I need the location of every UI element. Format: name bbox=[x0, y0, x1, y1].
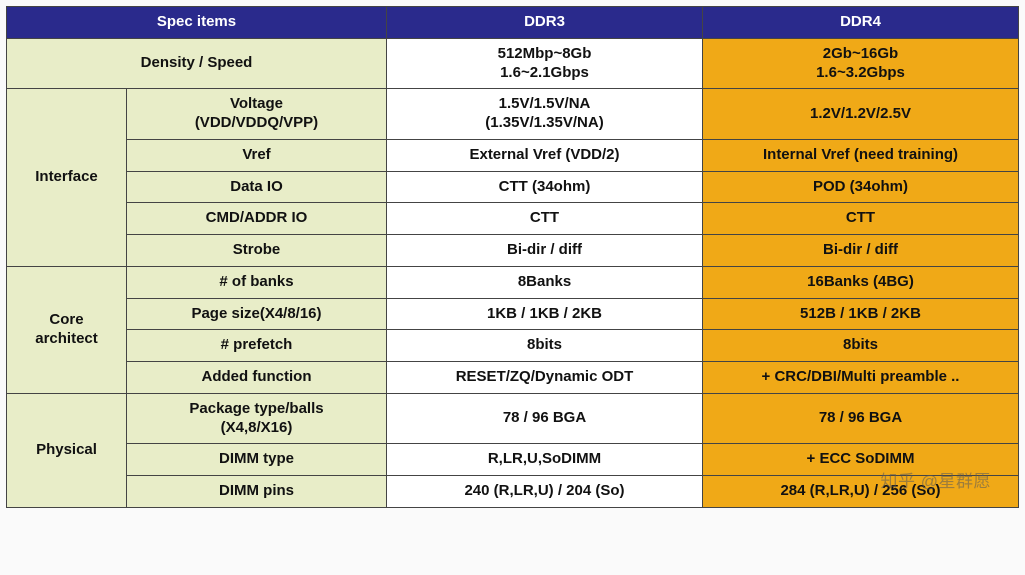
row-label: DIMM pins bbox=[127, 476, 387, 508]
ddr3-cell: Bi-dir / diff bbox=[387, 235, 703, 267]
row-label: Page size(X4/8/16) bbox=[127, 298, 387, 330]
table-row: CMD/ADDR IO CTT CTT bbox=[7, 203, 1019, 235]
row-label: Data IO bbox=[127, 171, 387, 203]
ddr4-cell: 1.2V/1.2V/2.5V bbox=[703, 89, 1019, 140]
row-label: Package type/balls(X4,8/X16) bbox=[127, 393, 387, 444]
header-ddr4: DDR4 bbox=[703, 7, 1019, 39]
row-label: # prefetch bbox=[127, 330, 387, 362]
ddr4-cell: 284 (R,LR,U) / 256 (So) bbox=[703, 476, 1019, 508]
ddr3-cell: CTT (34ohm) bbox=[387, 171, 703, 203]
ddr4-cell: 78 / 96 BGA bbox=[703, 393, 1019, 444]
ddr4-cell: Internal Vref (need training) bbox=[703, 139, 1019, 171]
table-row: Added function RESET/ZQ/Dynamic ODT + CR… bbox=[7, 362, 1019, 394]
ddr4-cell: POD (34ohm) bbox=[703, 171, 1019, 203]
category-cell: Corearchitect bbox=[7, 266, 127, 393]
ddr3-cell: 8Banks bbox=[387, 266, 703, 298]
category-cell: Physical bbox=[7, 393, 127, 507]
header-ddr3: DDR3 bbox=[387, 7, 703, 39]
row-label: CMD/ADDR IO bbox=[127, 203, 387, 235]
ddr4-cell: 2Gb~16Gb1.6~3.2Gbps bbox=[703, 38, 1019, 89]
table-row: Vref External Vref (VDD/2) Internal Vref… bbox=[7, 139, 1019, 171]
table-row: # prefetch 8bits 8bits bbox=[7, 330, 1019, 362]
ddr4-cell: 16Banks (4BG) bbox=[703, 266, 1019, 298]
ddr4-cell: Bi-dir / diff bbox=[703, 235, 1019, 267]
table-row: Corearchitect # of banks 8Banks 16Banks … bbox=[7, 266, 1019, 298]
ddr3-cell: 8bits bbox=[387, 330, 703, 362]
row-label: # of banks bbox=[127, 266, 387, 298]
ddr3-cell: CTT bbox=[387, 203, 703, 235]
row-label: Added function bbox=[127, 362, 387, 394]
table-row: Physical Package type/balls(X4,8/X16) 78… bbox=[7, 393, 1019, 444]
ddr3-cell: External Vref (VDD/2) bbox=[387, 139, 703, 171]
ddr3-cell: 512Mbp~8Gb1.6~2.1Gbps bbox=[387, 38, 703, 89]
ddr3-cell: 78 / 96 BGA bbox=[387, 393, 703, 444]
category-cell: Interface bbox=[7, 89, 127, 267]
header-spec-items: Spec items bbox=[7, 7, 387, 39]
header-row: Spec items DDR3 DDR4 bbox=[7, 7, 1019, 39]
ddr3-cell: R,LR,U,SoDIMM bbox=[387, 444, 703, 476]
ddr4-cell: + CRC/DBI/Multi preamble .. bbox=[703, 362, 1019, 394]
ddr3-cell: RESET/ZQ/Dynamic ODT bbox=[387, 362, 703, 394]
row-label: Density / Speed bbox=[7, 38, 387, 89]
ddr3-cell: 1.5V/1.5V/NA(1.35V/1.35V/NA) bbox=[387, 89, 703, 140]
table-row: Interface Voltage(VDD/VDDQ/VPP) 1.5V/1.5… bbox=[7, 89, 1019, 140]
ddr4-cell: + ECC SoDIMM bbox=[703, 444, 1019, 476]
ddr4-cell: CTT bbox=[703, 203, 1019, 235]
row-label: Voltage(VDD/VDDQ/VPP) bbox=[127, 89, 387, 140]
spec-comparison-table: Spec items DDR3 DDR4 Density / Speed 512… bbox=[6, 6, 1019, 508]
table-row: Data IO CTT (34ohm) POD (34ohm) bbox=[7, 171, 1019, 203]
table-row: Strobe Bi-dir / diff Bi-dir / diff bbox=[7, 235, 1019, 267]
ddr4-cell: 512B / 1KB / 2KB bbox=[703, 298, 1019, 330]
ddr3-cell: 1KB / 1KB / 2KB bbox=[387, 298, 703, 330]
table-container: Spec items DDR3 DDR4 Density / Speed 512… bbox=[6, 6, 1019, 508]
row-label: Strobe bbox=[127, 235, 387, 267]
table-row: DIMM type R,LR,U,SoDIMM + ECC SoDIMM bbox=[7, 444, 1019, 476]
table-body: Density / Speed 512Mbp~8Gb1.6~2.1Gbps 2G… bbox=[7, 38, 1019, 507]
table-row: Density / Speed 512Mbp~8Gb1.6~2.1Gbps 2G… bbox=[7, 38, 1019, 89]
table-row: Page size(X4/8/16) 1KB / 1KB / 2KB 512B … bbox=[7, 298, 1019, 330]
ddr4-cell: 8bits bbox=[703, 330, 1019, 362]
ddr3-cell: 240 (R,LR,U) / 204 (So) bbox=[387, 476, 703, 508]
table-row: DIMM pins 240 (R,LR,U) / 204 (So) 284 (R… bbox=[7, 476, 1019, 508]
row-label: Vref bbox=[127, 139, 387, 171]
row-label: DIMM type bbox=[127, 444, 387, 476]
